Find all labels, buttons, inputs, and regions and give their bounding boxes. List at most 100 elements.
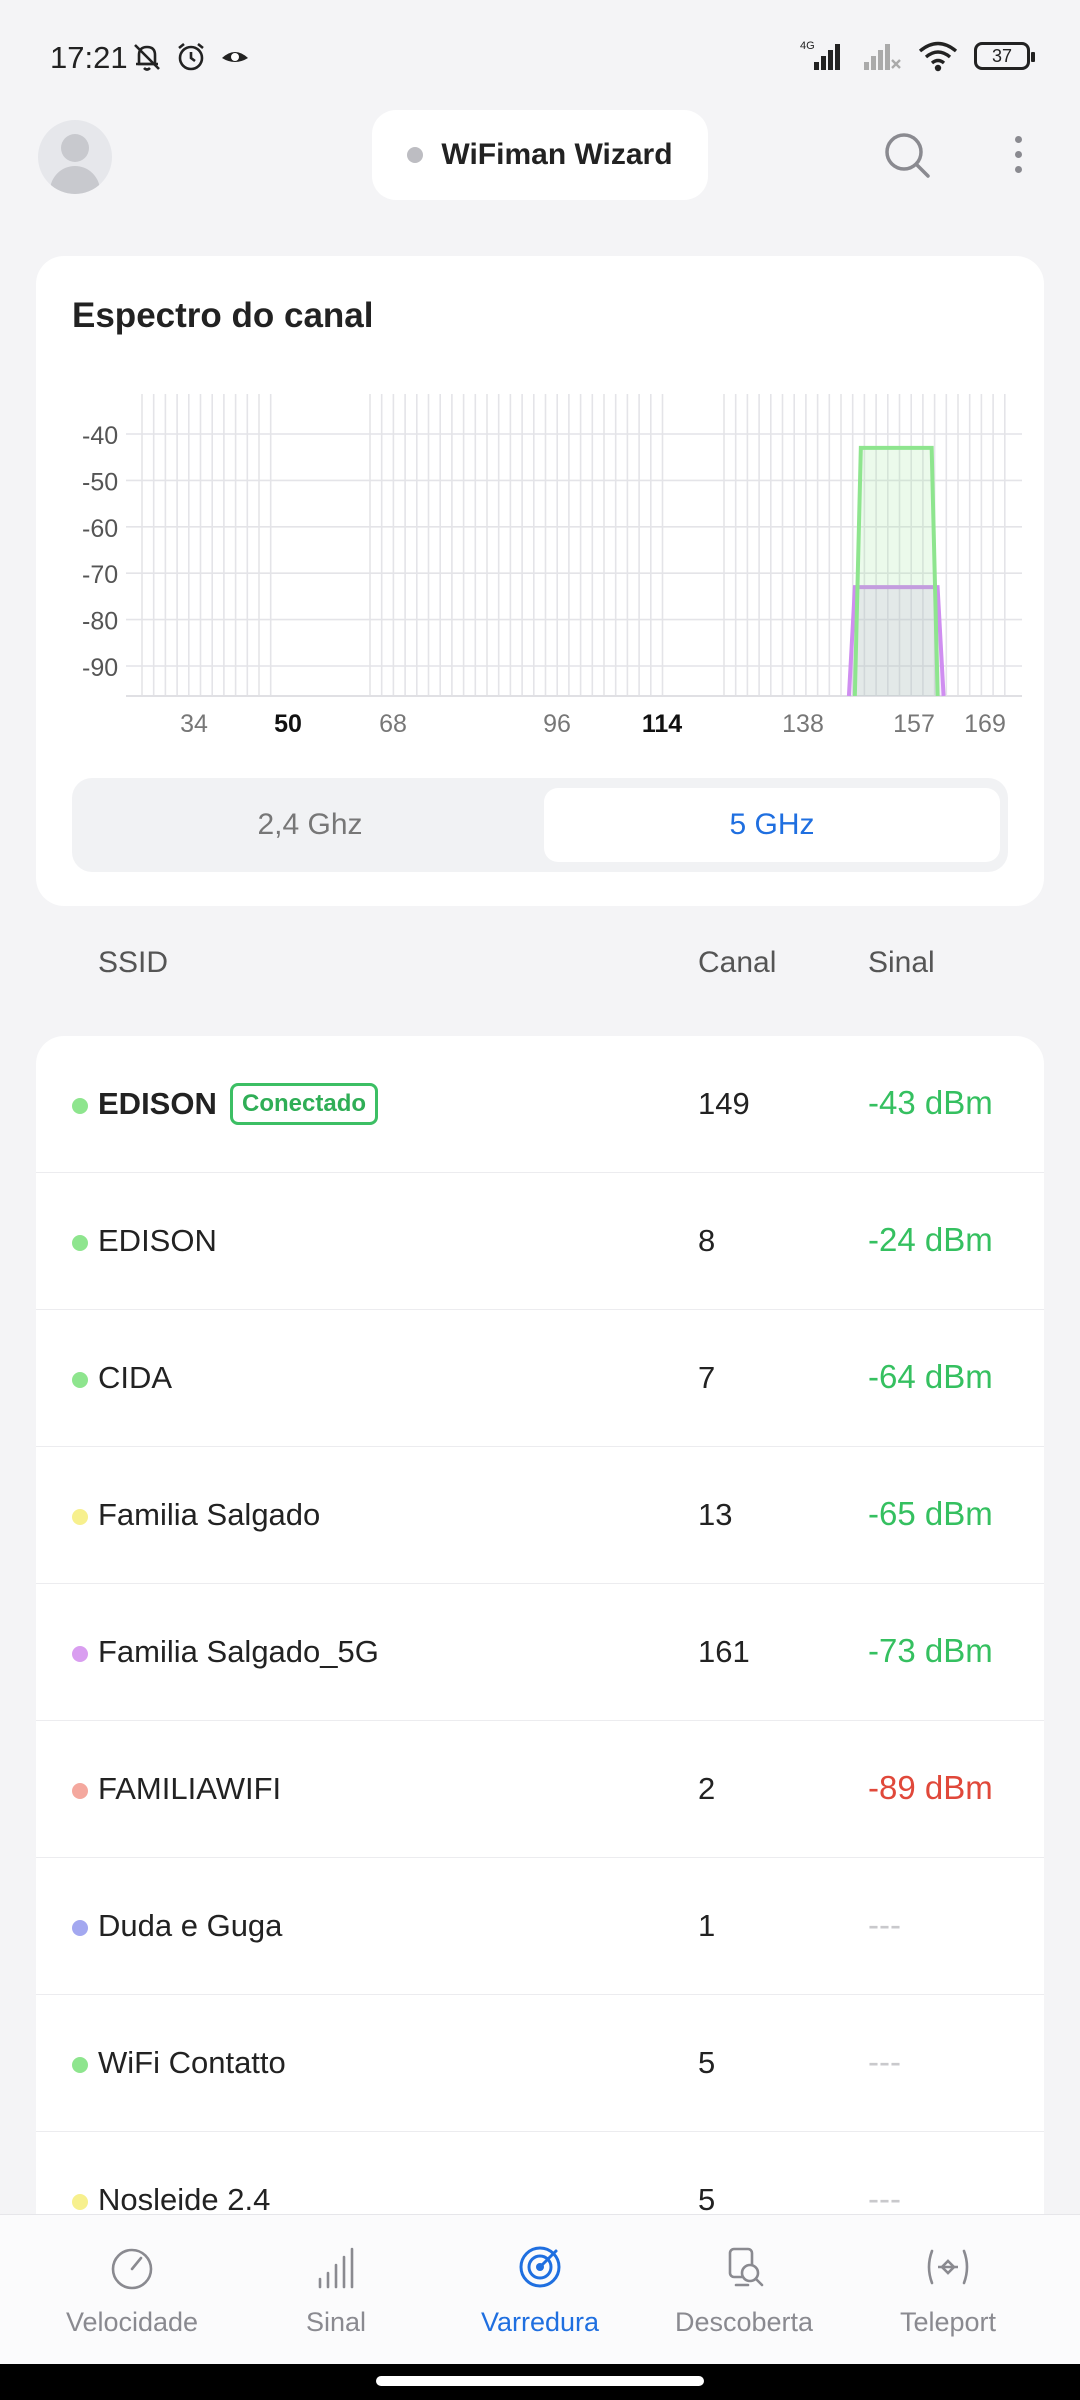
mute-icon xyxy=(134,44,160,71)
network-signal: --- xyxy=(868,1906,901,1943)
x-tick-label: 96 xyxy=(543,710,571,738)
more-vertical-icon[interactable] xyxy=(998,128,1038,184)
network-color-dot xyxy=(72,1920,88,1936)
speedometer-icon xyxy=(111,2248,153,2290)
status-dot xyxy=(407,147,424,163)
network-type: 4G xyxy=(800,40,815,52)
avatar-icon xyxy=(61,134,89,162)
channel-spectrum-card: Espectro do canal -40 -50 -60 -70 -80 -90 34 50… xyxy=(36,256,1044,906)
network-ssid: FAMILIAWIFI xyxy=(98,1771,282,1806)
network-ssid: Nosleide 2.4 xyxy=(98,2182,271,2217)
x-tick-label: 34 xyxy=(180,710,208,738)
y-tick-label: -70 xyxy=(82,561,118,589)
nav-label: Varredura xyxy=(480,2307,600,2337)
network-signal: --- xyxy=(868,2180,901,2217)
band-option-5ghz[interactable]: 5 GHz xyxy=(544,788,1000,862)
network-row[interactable]: Duda e Guga 1 --- xyxy=(36,1858,1044,1995)
network-channel: 8 xyxy=(698,1223,716,1258)
network-color-dot xyxy=(72,1509,88,1525)
signal-outline xyxy=(846,585,946,697)
channel-column-header[interactable]: Canal xyxy=(698,946,777,979)
network-channel: 149 xyxy=(698,1086,750,1121)
network-row[interactable]: EDISON Conectado 149 -43 dBm xyxy=(36,1036,1044,1173)
network-signal: -73 dBm xyxy=(868,1632,993,1669)
nav-velocidade[interactable]: Velocidade xyxy=(30,2215,234,2365)
network-row[interactable]: WiFi Contatto 5 --- xyxy=(36,1995,1044,2132)
gesture-bar[interactable] xyxy=(0,2364,1080,2400)
ssid-column-header[interactable]: SSID xyxy=(98,946,169,979)
status-time: 17:21 xyxy=(50,40,128,75)
network-color-dot xyxy=(72,1372,88,1388)
band-selector: 2,4 Ghz 5 GHz xyxy=(72,778,1008,872)
network-row[interactable]: EDISON 8 -24 dBm xyxy=(36,1173,1044,1310)
network-color-dot xyxy=(72,1646,88,1662)
radar-icon xyxy=(519,2246,561,2288)
wifiman-wizard-button[interactable]: WiFiman Wizard xyxy=(372,110,708,200)
network-list: EDISON Conectado 149 -43 dBm EDISON 8 -24 dBm C… xyxy=(36,1036,1044,2400)
network-ssid: WiFi Contatto xyxy=(98,2045,286,2080)
nav-label: Sinal xyxy=(305,2307,367,2337)
y-tick-label: -50 xyxy=(82,468,118,496)
network-row[interactable]: Familia Salgado 13 -65 dBm xyxy=(36,1447,1044,1584)
band-option-2-4ghz[interactable]: 2,4 Ghz xyxy=(257,808,363,841)
y-tick-label: -40 xyxy=(82,422,118,450)
signal-area xyxy=(854,447,938,696)
y-tick-label: -60 xyxy=(82,515,118,543)
network-signal: -65 dBm xyxy=(868,1495,993,1532)
signal-icon: 4G xyxy=(800,40,840,70)
signal-bars-icon xyxy=(318,2247,354,2289)
network-signal: -43 dBm xyxy=(868,1084,993,1121)
nav-sinal[interactable]: Sinal xyxy=(234,2215,438,2365)
battery-icon: 37 xyxy=(974,42,1035,70)
alarm-icon xyxy=(178,42,204,71)
network-signal: -89 dBm xyxy=(868,1769,993,1806)
bottom-navigation: Velocidade Sinal Varredura Descoberta xyxy=(0,2214,1080,2364)
network-channel: 161 xyxy=(698,1634,750,1669)
network-channel: 5 xyxy=(698,2182,716,2217)
network-channel: 5 xyxy=(698,2045,716,2080)
network-ssid: EDISON xyxy=(98,1223,217,1258)
network-row[interactable]: FAMILIAWIFI 2 -89 dBm xyxy=(36,1721,1044,1858)
y-tick-label: -80 xyxy=(82,608,118,636)
network-color-dot xyxy=(72,1235,88,1251)
network-channel: 2 xyxy=(698,1771,716,1806)
connected-badge: Conectado xyxy=(230,1083,379,1125)
x-tick-label: 138 xyxy=(782,710,824,738)
signal-no-service-icon xyxy=(864,44,901,70)
x-tick-label: 68 xyxy=(379,710,407,738)
search-icon[interactable] xyxy=(880,128,936,184)
x-tick-label: 114 xyxy=(642,710,682,738)
network-color-dot xyxy=(72,2194,88,2210)
network-signal: -24 dBm xyxy=(868,1221,993,1258)
network-color-dot xyxy=(72,2057,88,2073)
network-channel: 7 xyxy=(698,1360,716,1395)
network-ssid: Duda e Guga xyxy=(98,1908,283,1943)
network-row[interactable]: CIDA 7 -64 dBm xyxy=(36,1310,1044,1447)
network-ssid: Familia Salgado_5G xyxy=(98,1634,379,1669)
y-tick-label: -90 xyxy=(82,654,118,682)
nav-varredura[interactable]: Varredura xyxy=(438,2215,642,2365)
network-ssid: EDISON xyxy=(98,1086,217,1121)
channel-spectrum-chart: -40 -50 -60 -70 -80 -90 34 50 68 96 114 138 157 169 xyxy=(82,394,1022,738)
nav-label: Descoberta xyxy=(674,2307,814,2337)
network-ssid: CIDA xyxy=(98,1360,173,1395)
nav-teleport[interactable]: Teleport xyxy=(846,2215,1050,2365)
signal-column-header[interactable]: Sinal xyxy=(868,946,935,979)
nav-label: Teleport xyxy=(899,2307,997,2337)
network-signal: -64 dBm xyxy=(868,1358,993,1395)
nav-descoberta[interactable]: Descoberta xyxy=(642,2215,846,2365)
wizard-title: WiFiman Wizard xyxy=(441,138,673,171)
avatar-button[interactable] xyxy=(38,120,112,194)
network-color-dot xyxy=(72,1098,88,1114)
network-channel: 1 xyxy=(698,1908,716,1943)
wifi-icon xyxy=(918,41,958,72)
signal-area xyxy=(848,587,944,696)
x-tick-label: 169 xyxy=(964,710,1006,738)
network-ssid: Familia Salgado xyxy=(98,1497,321,1532)
network-row[interactable]: Familia Salgado_5G 161 -73 dBm xyxy=(36,1584,1044,1721)
card-title: Espectro do canal xyxy=(72,296,374,335)
network-color-dot xyxy=(72,1783,88,1799)
status-bar: 17:21 4G xyxy=(0,0,1080,120)
network-signal: --- xyxy=(868,2043,901,2080)
x-tick-label: 50 xyxy=(274,710,302,738)
